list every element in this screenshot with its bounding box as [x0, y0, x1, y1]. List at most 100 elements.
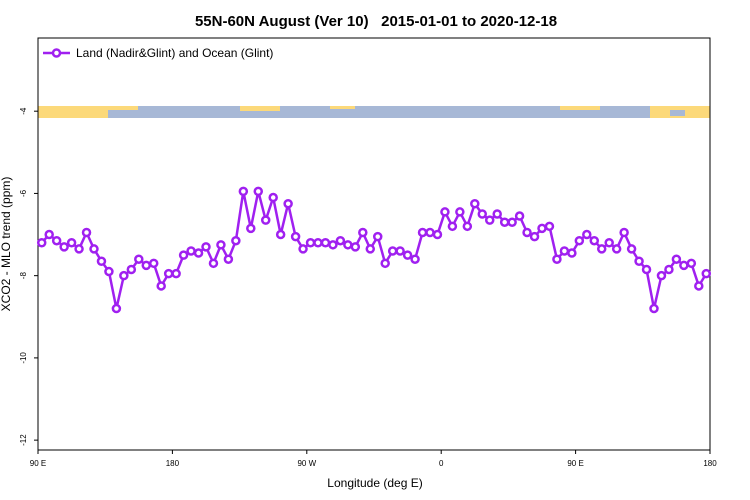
- data-point: [395, 246, 405, 256]
- data-point: [216, 240, 226, 250]
- data-point: [701, 268, 712, 279]
- data-point: [96, 256, 107, 267]
- data-point: [455, 207, 465, 217]
- data-point: [365, 244, 376, 254]
- data-point: [462, 221, 473, 232]
- y-tick-label: -4: [19, 107, 28, 115]
- data-point: [686, 258, 697, 269]
- data-point: [66, 238, 77, 248]
- data-point: [44, 229, 54, 240]
- data-point: [208, 258, 219, 269]
- data-point: [186, 246, 196, 256]
- data-point: [246, 223, 256, 234]
- data-point: [694, 281, 704, 291]
- data-point: [440, 207, 450, 217]
- x-tick-label: 90 W: [297, 459, 316, 468]
- data-point: [641, 264, 652, 275]
- data-point: [59, 242, 69, 252]
- data-point: [544, 221, 555, 232]
- data-point: [111, 303, 122, 314]
- data-point: [522, 227, 532, 238]
- map-strip: [38, 106, 710, 118]
- data-point: [328, 240, 338, 250]
- data-point: [559, 246, 570, 256]
- data-point: [163, 268, 174, 279]
- data-point: [567, 248, 577, 258]
- data-point: [574, 235, 585, 246]
- data-point: [260, 215, 271, 225]
- data-point: [350, 242, 361, 252]
- data-point: [679, 260, 689, 271]
- data-point: [335, 235, 346, 246]
- data-point: [417, 227, 428, 238]
- data-point: [134, 254, 144, 264]
- x-axis-label: Longitude (deg E): [327, 476, 422, 490]
- y-tick-label: -12: [19, 434, 28, 446]
- data-point: [275, 229, 286, 240]
- data-point: [529, 231, 540, 242]
- x-tick-label: 90 E: [30, 459, 46, 468]
- data-point: [582, 229, 592, 240]
- x-tick-label: 0: [439, 459, 444, 468]
- data-point: [619, 227, 629, 238]
- data-point: [268, 192, 278, 203]
- x-tick-label: 180: [703, 459, 717, 468]
- data-point: [634, 256, 644, 267]
- data-point: [425, 227, 435, 238]
- data-point: [74, 244, 84, 254]
- x-tick-label: 180: [166, 459, 180, 468]
- data-point: [499, 217, 510, 227]
- data-point: [148, 258, 159, 269]
- data-point: [126, 264, 137, 275]
- data-point: [664, 264, 674, 275]
- data-point: [36, 238, 47, 248]
- y-axis-label: XCO2 - MLO trend (ppm): [0, 177, 13, 312]
- data-point: [283, 198, 293, 209]
- y-tick-label: -10: [19, 352, 28, 364]
- data-point: [410, 254, 420, 264]
- data-point: [358, 227, 368, 238]
- data-point: [223, 254, 234, 264]
- data-point: [537, 223, 547, 234]
- data-point: [231, 235, 241, 246]
- data-point: [596, 244, 607, 254]
- data-point: [492, 209, 502, 219]
- data-point: [484, 215, 495, 225]
- data-point: [156, 281, 166, 291]
- data-point: [171, 268, 181, 279]
- data-point: [477, 209, 488, 219]
- data-point: [402, 250, 413, 260]
- data-point: [178, 250, 189, 260]
- y-tick-label: -6: [19, 189, 28, 197]
- data-point: [193, 248, 204, 258]
- data-point: [507, 217, 517, 227]
- data-point: [589, 235, 600, 246]
- chart-title: 55N-60N August (Ver 10) 2015-01-01 to 20…: [195, 13, 557, 30]
- data-point: [141, 260, 152, 271]
- data-point: [372, 231, 383, 242]
- data-point: [671, 254, 682, 264]
- data-point: [313, 238, 323, 248]
- data-point: [320, 238, 331, 248]
- data-point: [552, 254, 562, 264]
- y-tick-label: -8: [19, 272, 28, 280]
- data-point: [611, 244, 622, 254]
- data-point: [380, 258, 390, 269]
- data-point: [238, 186, 249, 197]
- data-point: [253, 186, 264, 197]
- data-point: [305, 238, 316, 248]
- data-point: [604, 238, 614, 248]
- data-point: [432, 229, 443, 240]
- data-point: [119, 270, 129, 281]
- data-point: [290, 231, 301, 242]
- data-point: [343, 240, 353, 250]
- data-point: [298, 244, 308, 254]
- data-point: [201, 242, 211, 252]
- data-point: [649, 303, 659, 314]
- data-point: [81, 227, 92, 238]
- data-point: [514, 211, 525, 221]
- data-point: [626, 244, 637, 254]
- data-point: [447, 221, 458, 232]
- legend-marker: [51, 48, 62, 58]
